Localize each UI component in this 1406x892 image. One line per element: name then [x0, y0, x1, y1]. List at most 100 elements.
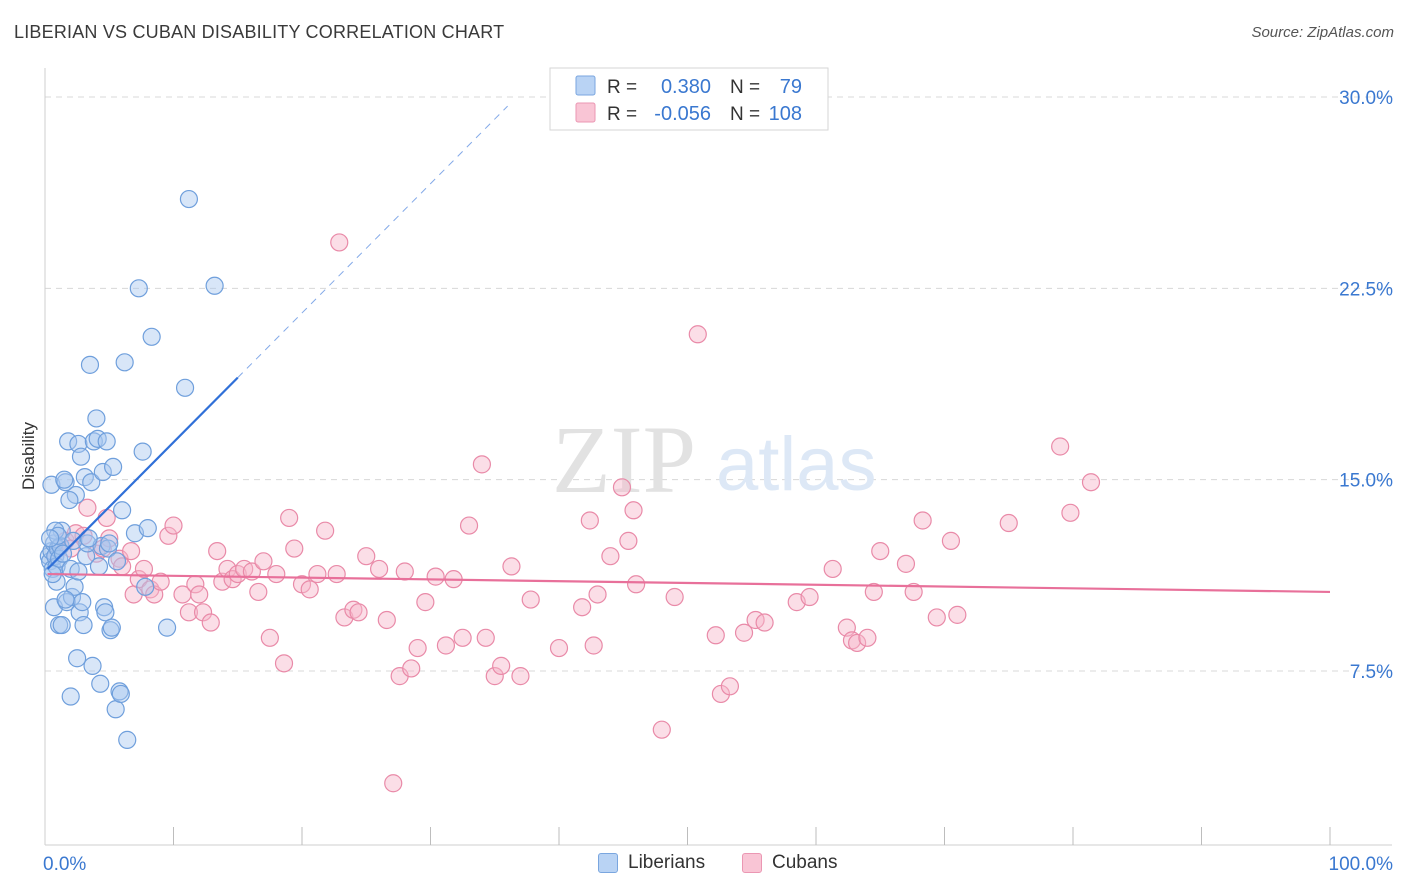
liberians-point — [142, 327, 161, 346]
liberians-point — [91, 674, 110, 693]
liberians-point — [64, 531, 83, 550]
liberians-point — [89, 557, 109, 576]
trend-layer — [46, 105, 1331, 594]
cubans-point — [601, 547, 620, 566]
cubans-point — [619, 531, 638, 550]
liberians-point — [107, 552, 127, 571]
cubans-point — [344, 600, 363, 619]
cubans-point — [179, 603, 199, 622]
cubans-point — [384, 774, 403, 793]
cubans-point — [800, 587, 819, 607]
cubans-point — [249, 582, 268, 602]
cubans-point — [549, 638, 569, 658]
legend-n-value-2: 108 — [769, 103, 802, 125]
liberians-point — [68, 649, 87, 668]
liberians-trend-line — [46, 376, 239, 570]
cubans-point — [1081, 473, 1101, 492]
liberians-point — [138, 519, 157, 538]
liberians-point — [175, 378, 195, 397]
cubans-point — [580, 511, 599, 530]
cubans-point — [408, 638, 427, 658]
legend-item-cubans[interactable]: Cubans — [742, 852, 838, 874]
cubans-point — [665, 587, 684, 607]
cubans-point — [201, 613, 220, 632]
cubans-point — [823, 559, 842, 579]
legend-r-value-1: 0.380 — [661, 76, 711, 98]
x-tick-label: 100.0% — [1329, 854, 1394, 875]
liberians-point — [118, 730, 137, 749]
legend-n-label-2: N = — [730, 104, 760, 125]
cubans-point — [871, 541, 890, 561]
liberians-point — [87, 409, 106, 428]
axis-layer — [44, 68, 1392, 846]
y-tick-label: 7.5% — [1350, 662, 1393, 683]
cubans-point — [208, 541, 227, 561]
cubans-point — [941, 531, 961, 550]
liberians-point — [69, 562, 88, 581]
liberians-point — [82, 473, 101, 492]
cubans-point — [720, 677, 740, 696]
liberians-point — [80, 355, 100, 374]
cubans-point — [688, 325, 707, 344]
liberians-point — [111, 684, 130, 704]
cubans-point — [308, 564, 327, 584]
liberians-point — [71, 447, 91, 466]
cubans-point — [624, 501, 643, 520]
cubans-point — [164, 516, 183, 535]
cubans-point — [280, 508, 299, 528]
cubans-point — [327, 564, 346, 584]
liberians-point — [55, 470, 74, 489]
cubans-point — [896, 554, 916, 573]
cubans-point — [1051, 437, 1070, 456]
cubans-point — [159, 526, 178, 545]
liberians-point — [73, 593, 92, 612]
liberians-point — [61, 687, 80, 706]
liberians-point — [106, 700, 125, 719]
cubans-point — [485, 667, 504, 686]
y-tick-label: 30.0% — [1339, 88, 1393, 109]
legend-r-label-2: R = — [607, 104, 637, 125]
cubans-point — [948, 605, 967, 624]
liberians-point — [93, 462, 112, 482]
cubans-point — [584, 636, 603, 655]
cubans-point — [193, 603, 213, 622]
cubans-point — [492, 656, 511, 675]
legend-r-label-1: R = — [607, 77, 637, 98]
liberians-point — [83, 656, 102, 675]
liberians-point — [60, 490, 79, 510]
cubans-point — [274, 654, 294, 673]
legend-top: R = 0.380 N = 79 R = -0.056 N = 108 — [549, 67, 829, 131]
y-tick-label: 15.0% — [1339, 471, 1393, 492]
legend-swatch-cubans-bottom — [742, 853, 762, 873]
cubans-point — [511, 667, 530, 686]
cubans-point — [734, 623, 754, 642]
liberians-point — [115, 353, 134, 372]
label-layer: Disability 7.5% 15.0% 22.5% 30.0% 0.0% 100.0% — [19, 88, 1393, 875]
cubans-point — [316, 521, 335, 540]
cubans-point — [502, 557, 521, 576]
legend-n-value-1: 79 — [780, 76, 802, 98]
liberians-point — [133, 442, 152, 461]
legend-item-liberians[interactable]: Liberians — [598, 852, 705, 874]
cubans-point — [453, 628, 472, 647]
cubans-point — [402, 659, 421, 678]
cubans-point — [426, 567, 445, 586]
cubans-point — [254, 552, 273, 571]
cubans-point — [521, 590, 540, 609]
legend-swatch-liberians-bottom — [598, 853, 618, 873]
liberians-point — [56, 590, 75, 609]
cubans-point — [330, 233, 349, 252]
y-tick-label: 22.5% — [1339, 279, 1393, 300]
cubans-trend-line — [47, 572, 1331, 594]
legend-swatch-liberians — [575, 75, 596, 96]
watermark-zip: ZIP — [552, 406, 696, 513]
legend-label-cubans: Cubans — [772, 852, 838, 873]
cubans-point — [755, 613, 774, 632]
legend-swatch-cubans — [575, 102, 596, 123]
x-tick-label: 0.0% — [43, 854, 86, 875]
cubans-point — [904, 582, 923, 602]
grid-layer — [45, 96, 1392, 672]
cubans-point — [349, 603, 368, 622]
cubans-point — [377, 610, 396, 630]
